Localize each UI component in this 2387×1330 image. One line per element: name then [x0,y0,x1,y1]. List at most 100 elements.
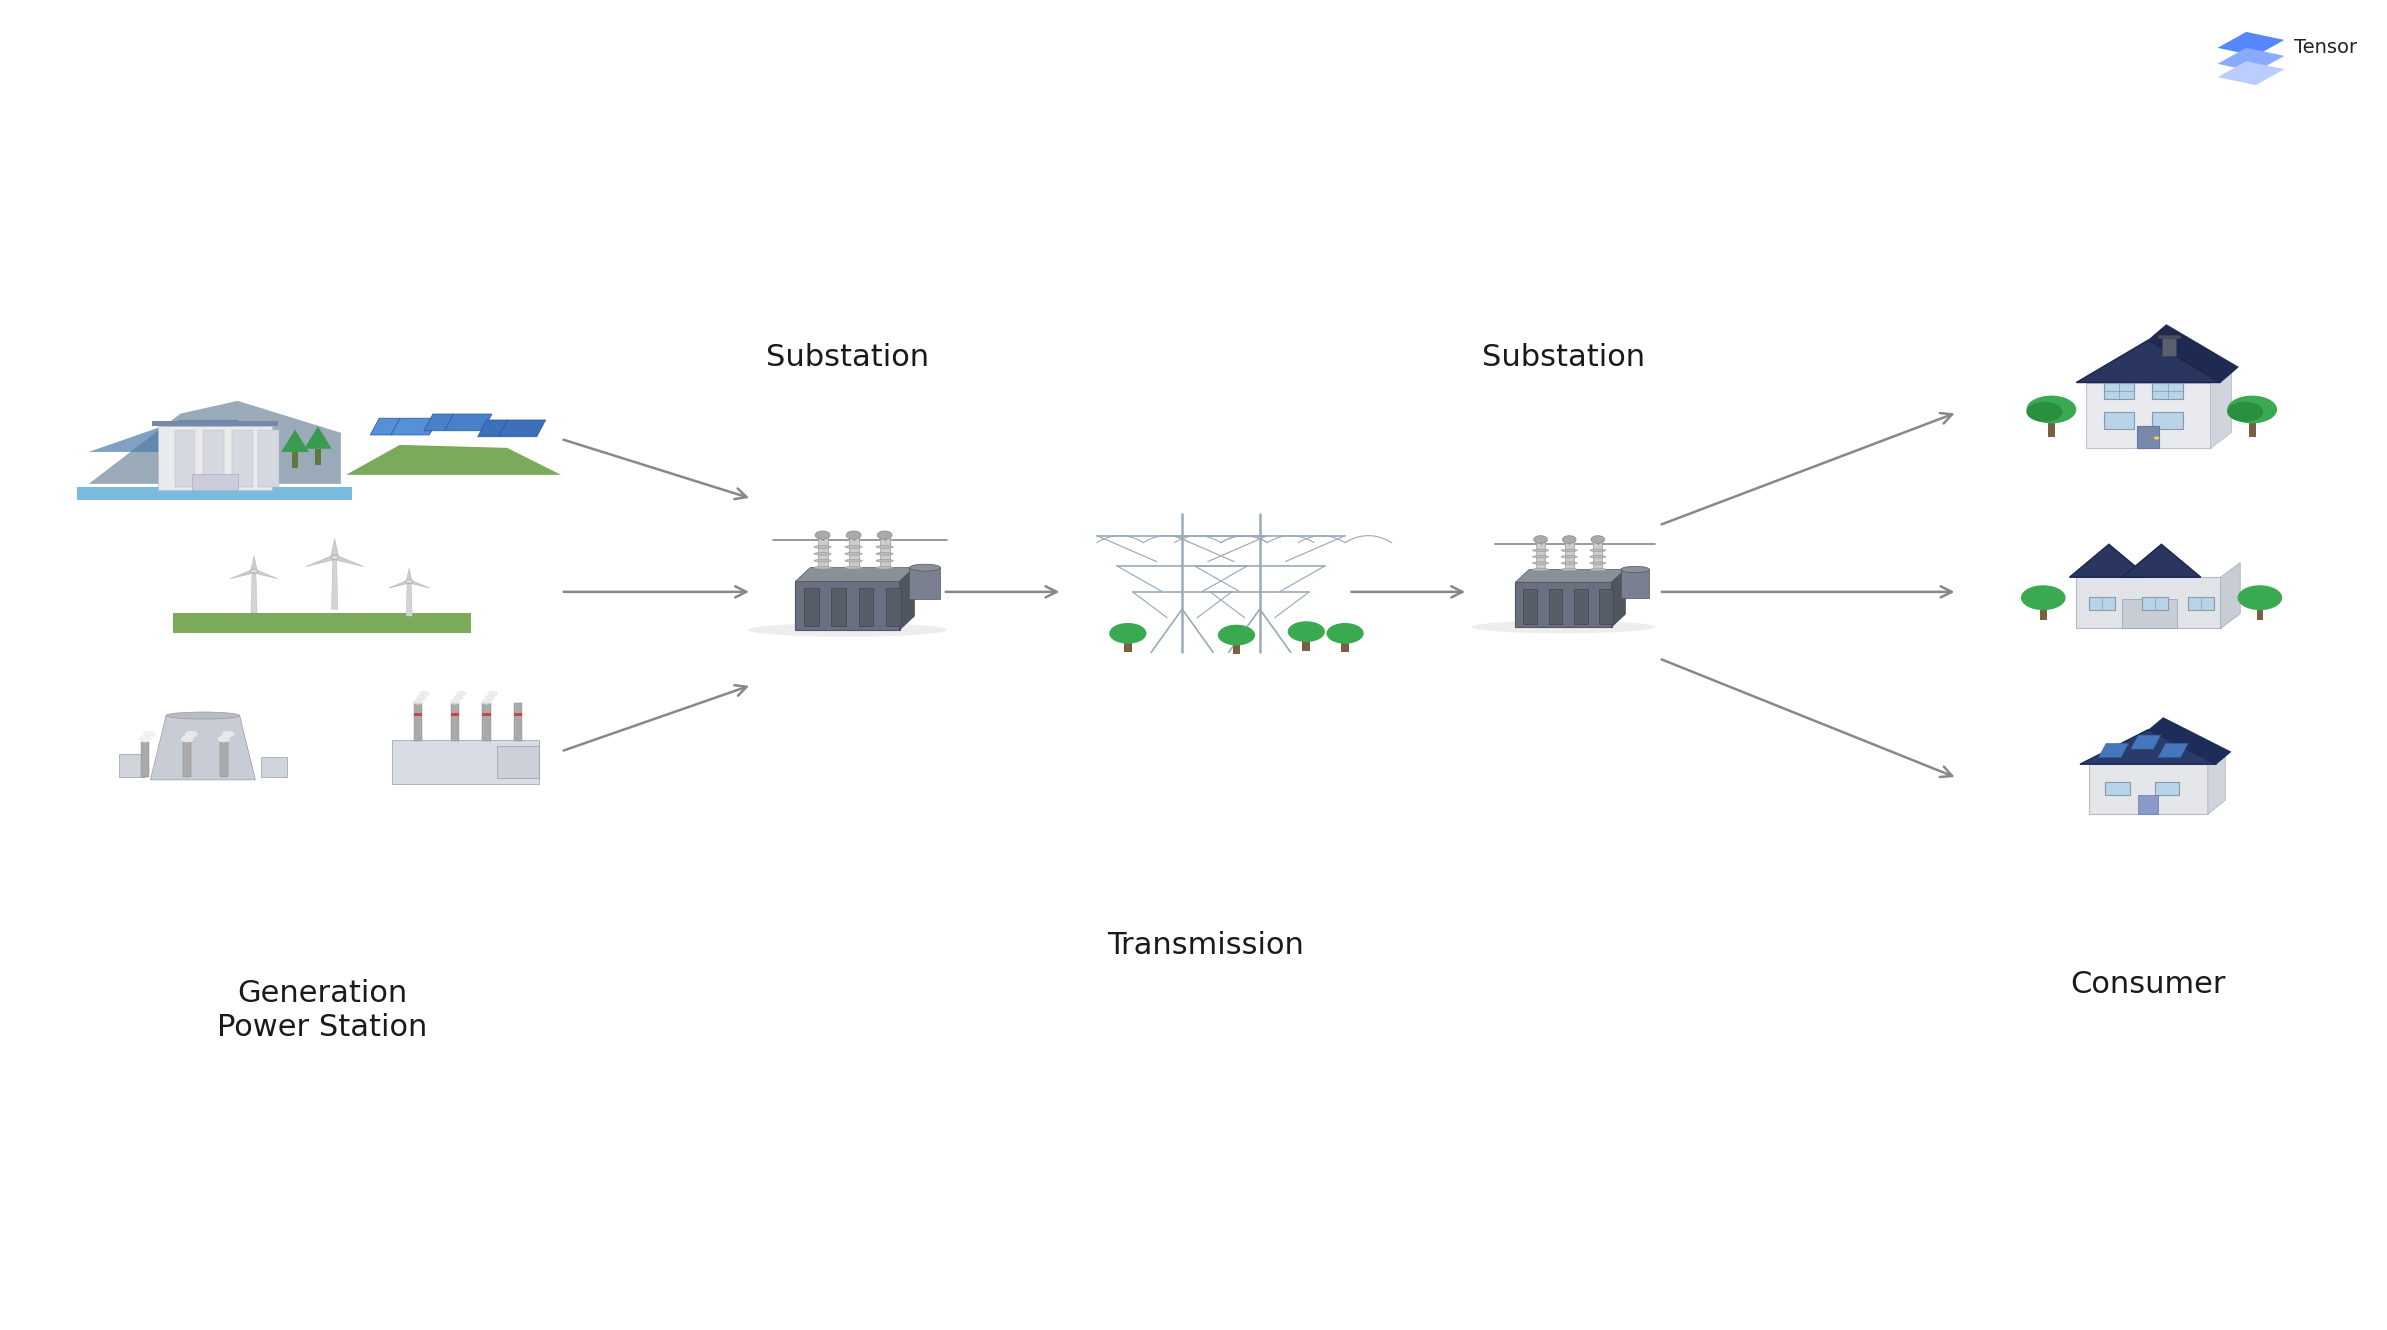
Polygon shape [2077,340,2220,383]
Bar [886,588,900,626]
Circle shape [1110,622,1146,644]
Polygon shape [2218,48,2284,72]
Polygon shape [900,568,914,630]
Polygon shape [251,571,258,613]
Ellipse shape [1621,567,1649,573]
Bar [2249,414,2256,436]
Circle shape [2027,395,2077,423]
Circle shape [482,698,492,705]
Polygon shape [306,556,337,567]
Circle shape [487,690,499,697]
Bar [2163,336,2177,355]
Bar [1549,589,1563,624]
Polygon shape [370,418,439,435]
Circle shape [814,531,831,539]
Bar [184,742,191,777]
Polygon shape [2158,743,2189,757]
Text: Consumer: Consumer [2070,970,2227,999]
Circle shape [415,694,427,701]
Circle shape [2227,395,2277,423]
Ellipse shape [1532,561,1549,564]
Bar [1599,589,1614,624]
Ellipse shape [1532,549,1549,552]
Ellipse shape [1532,568,1549,571]
Bar [232,430,253,487]
Polygon shape [150,716,255,779]
Polygon shape [2220,563,2241,629]
Bar [76,487,353,500]
Ellipse shape [845,552,862,555]
Ellipse shape [1590,549,1606,552]
Bar [804,588,819,626]
Circle shape [332,555,339,560]
Bar [119,754,146,777]
Polygon shape [2218,61,2284,85]
Bar [158,427,272,491]
Bar [881,536,890,568]
Bar [260,757,286,777]
Circle shape [449,698,461,705]
Text: Substation: Substation [766,343,929,372]
Bar [496,746,539,778]
Bar [1232,641,1241,654]
Circle shape [845,531,862,539]
Ellipse shape [1532,556,1549,559]
Polygon shape [477,420,547,436]
Bar [141,742,150,777]
Bar [203,430,224,487]
Bar [2077,577,2220,629]
Circle shape [186,730,198,738]
Polygon shape [408,580,430,588]
Bar [482,713,492,717]
Bar [1303,637,1310,650]
Bar [1523,589,1537,624]
Polygon shape [1516,569,1626,583]
Circle shape [456,690,465,697]
Polygon shape [406,581,413,616]
Polygon shape [332,557,339,609]
Circle shape [1287,621,1325,642]
Bar [2041,598,2046,620]
Text: Substation: Substation [1482,343,1645,372]
Polygon shape [406,568,413,581]
Ellipse shape [1561,556,1578,559]
Polygon shape [2148,325,2239,383]
Ellipse shape [876,560,893,563]
Bar [2158,335,2179,338]
Circle shape [406,580,413,584]
Bar [291,452,298,468]
Bar [174,430,196,487]
Ellipse shape [747,622,948,637]
Polygon shape [88,400,341,484]
Polygon shape [174,613,470,633]
Ellipse shape [1590,561,1606,564]
Ellipse shape [876,545,893,548]
Bar [413,713,422,717]
Bar [2141,597,2167,610]
Circle shape [2022,585,2065,610]
Polygon shape [2148,717,2232,765]
Circle shape [251,569,258,573]
Ellipse shape [1561,561,1578,564]
Ellipse shape [814,567,831,569]
Circle shape [485,694,494,701]
Bar [859,588,874,626]
Ellipse shape [1473,621,1654,633]
Ellipse shape [845,545,862,548]
Ellipse shape [814,560,831,563]
Polygon shape [795,568,914,581]
Bar [1621,569,1649,598]
Bar [2089,765,2208,814]
Circle shape [1563,536,1575,544]
Bar [391,739,539,783]
Ellipse shape [167,712,239,720]
Polygon shape [2208,751,2225,814]
Ellipse shape [876,552,893,555]
Circle shape [876,531,893,539]
Circle shape [1592,536,1604,544]
Polygon shape [332,556,363,567]
Bar [513,713,523,717]
Bar [451,713,458,717]
Bar [2122,598,2177,629]
Bar [2186,597,2215,610]
